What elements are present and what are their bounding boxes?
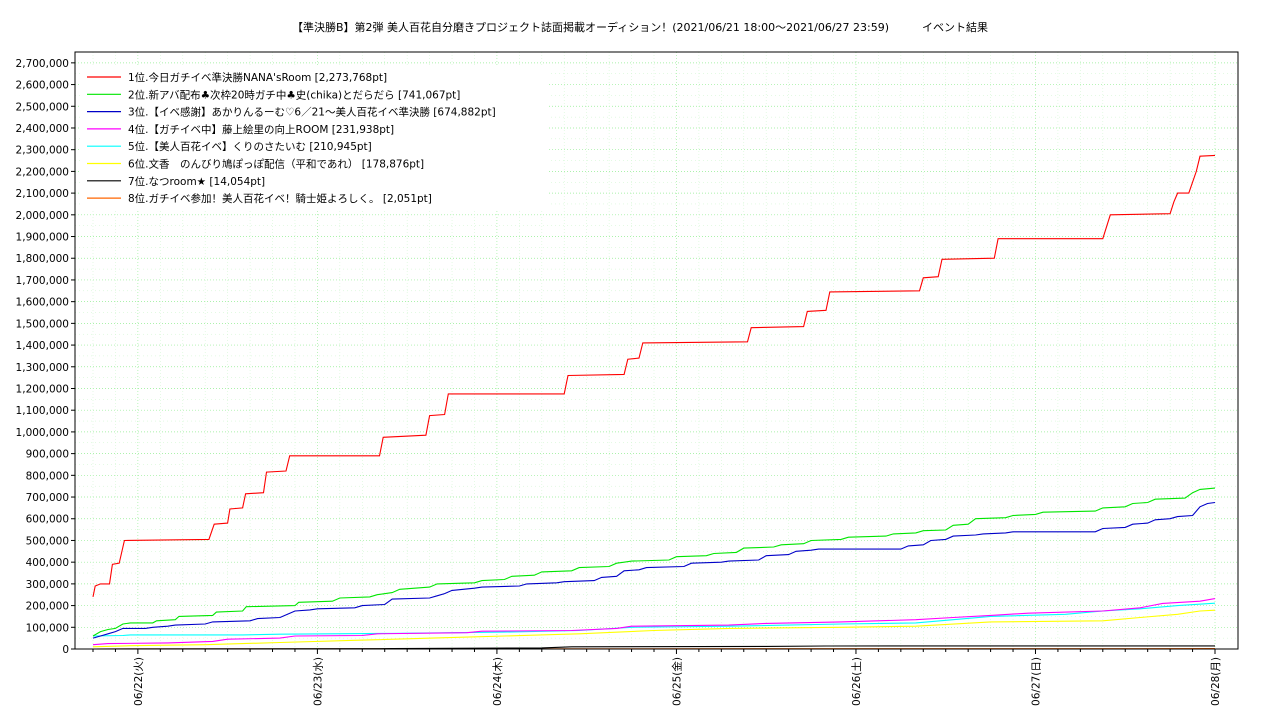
series-line [92, 154, 1216, 598]
legend-label: 6位.文香 のんびり鳩ぽっぽ配信（平和であれ） [178,876pt] [128, 158, 424, 171]
y-axis: 0 100,000 200,000 300,000 400,000 500,000 600,… [16, 58, 75, 656]
y-tick-label: 1,400,000 [16, 340, 69, 352]
y-tick-label: 1,200,000 [16, 383, 69, 395]
plot-frame [74, 51, 1239, 650]
x-axis: 06/22(火) 06/23(水) 06/24(木) 06/25(金) 06/26(土)… [92, 649, 1222, 706]
legend-label: 7位.なつroom★ [14,054pt] [128, 175, 265, 188]
y-tick-label: 1,700,000 [16, 275, 69, 287]
legend-label: 8位.ガチイベ参加！美人百花イベ！騎士姫よろしく。 [2,051pt] [128, 192, 432, 205]
y-tick-label: 600,000 [26, 514, 69, 526]
y-tick-label: 2,500,000 [16, 101, 69, 113]
legend-label: 3位.【イベ感謝】あかりんるーむ♡6／21〜美人百花イベ準決勝 [674,882… [128, 106, 496, 119]
legend-label: 4位.【ガチイベ中】藤上絵里の向上ROOM [231,938pt] [128, 123, 394, 136]
chart-title: 【準決勝B】第2弾 美人百花自分磨きプロジェクト誌面掲載オーディション！(202… [291, 21, 989, 34]
y-tick-label: 1,100,000 [16, 405, 69, 417]
x-tick-label: 06/25(金) [670, 657, 683, 706]
legend: 1位.今日ガチイベ準決勝NANA'sRoom [2,273,768pt] 2位.新… [80, 65, 548, 209]
y-tick-label: 2,400,000 [16, 123, 69, 135]
y-tick-label: 1,600,000 [16, 297, 69, 309]
y-tick-label: 700,000 [26, 492, 69, 504]
y-tick-label: 2,000,000 [16, 210, 69, 222]
series-line [92, 501, 1216, 639]
y-tick-label: 800,000 [26, 470, 69, 482]
x-tick-label: 06/27(日) [1030, 657, 1042, 706]
y-tick-label: 100,000 [26, 622, 69, 634]
y-tick-label: 1,000,000 [16, 427, 69, 439]
x-tick-label: 06/26(土) [850, 657, 863, 706]
y-tick-label: 900,000 [26, 449, 69, 461]
y-tick-label: 300,000 [26, 579, 69, 591]
series-line [92, 487, 1216, 637]
y-tick-label: 1,900,000 [16, 232, 69, 244]
legend-label: 2位.新アバ配布♣次枠20時ガチ中♣史(chika)とだらだら [741,067… [128, 88, 460, 101]
y-tick-label: 400,000 [26, 557, 69, 569]
x-tick-label: 06/22(火) [133, 657, 145, 706]
y-tick-label: 2,700,000 [16, 58, 69, 70]
legend-label: 1位.今日ガチイベ準決勝NANA'sRoom [2,273,768pt] [128, 71, 387, 84]
x-tick-label: 06/28(月) [1210, 657, 1222, 706]
legend-box [80, 65, 548, 209]
y-tick-label: 2,600,000 [16, 80, 69, 92]
y-tick-label: 500,000 [26, 535, 69, 547]
x-tick-label: 06/24(木) [492, 657, 504, 706]
y-tick-label: 1,800,000 [16, 253, 69, 265]
y-tick-label: 1,500,000 [16, 318, 69, 330]
y-tick-label: 2,300,000 [16, 145, 69, 157]
series-line [92, 609, 1216, 648]
y-tick-label: 2,100,000 [16, 188, 69, 200]
y-tick-label: 1,300,000 [16, 362, 69, 374]
y-tick-label: 200,000 [26, 601, 69, 613]
y-tick-label: 0 [62, 644, 69, 656]
x-tick-label: 06/23(水) [312, 657, 324, 706]
legend-label: 5位.【美人百花イベ】くりのさたいむ [210,945pt] [128, 140, 372, 153]
y-tick-label: 2,200,000 [16, 166, 69, 178]
series-line [92, 598, 1216, 646]
